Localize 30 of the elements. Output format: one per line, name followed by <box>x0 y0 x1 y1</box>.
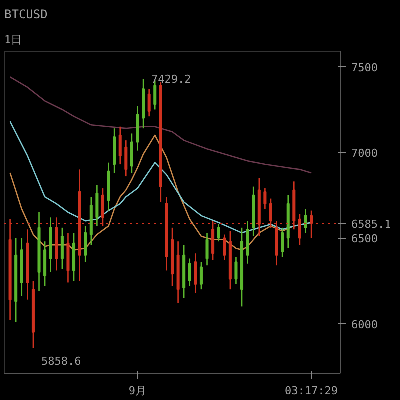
candlestick <box>130 133 134 174</box>
chart-title: BTCUSD <box>4 8 48 22</box>
y-tick-label: 6000 <box>352 318 378 332</box>
candlestick <box>264 188 267 210</box>
candlestick <box>148 88 151 118</box>
candlestick <box>217 224 220 242</box>
candlestick <box>60 227 64 270</box>
candlestick <box>206 232 209 266</box>
candlestick <box>200 262 203 290</box>
ref-line-label: 6585.1 <box>352 218 392 232</box>
candlestick <box>194 252 198 294</box>
candlestick <box>118 126 122 166</box>
y-tick-label: 7000 <box>352 147 378 160</box>
candlestick <box>96 184 99 227</box>
line-series <box>10 76 312 174</box>
annotation: 7429.2 <box>152 73 192 86</box>
candlestick <box>304 208 308 234</box>
candlestick <box>84 226 88 263</box>
candlestick <box>124 140 128 178</box>
x-tick-label: 9月 <box>128 384 147 398</box>
candlestick <box>234 256 238 286</box>
candlestick <box>188 258 192 287</box>
y-tick-label: 6500 <box>352 232 378 246</box>
candlestick <box>281 227 284 258</box>
annotation: 5858.6 <box>41 355 82 368</box>
x-tick-label: 03:17:29 <box>285 384 338 398</box>
candlestick <box>223 234 226 262</box>
chart-subtitle: 1日 <box>4 34 22 46</box>
y-tick-label: 7500 <box>352 61 378 74</box>
line-series <box>10 121 312 234</box>
